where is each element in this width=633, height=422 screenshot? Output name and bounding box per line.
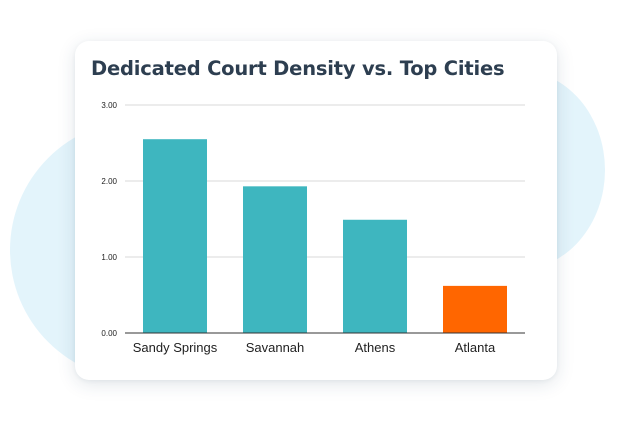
chart-title: Dedicated Court Density vs. Top Cities (91, 57, 505, 80)
y-tick-label: 2.00 (101, 177, 117, 186)
bar-chart: 0.00 1.00 2.00 3.00 Sandy Springs Savannah Ath… (101, 101, 525, 355)
x-tick-label: Atlanta (455, 340, 496, 355)
x-tick-label: Sandy Springs (133, 340, 218, 355)
bar (343, 219, 407, 333)
x-tick-label: Athens (355, 340, 396, 355)
bar (443, 285, 507, 333)
chart-card: Dedicated Court Density vs. Top Cities 0… (75, 41, 557, 380)
bar (143, 139, 207, 333)
y-tick-label: 1.00 (101, 253, 117, 262)
bar (243, 186, 307, 333)
y-tick-label: 3.00 (101, 101, 117, 110)
x-tick-label: Savannah (246, 340, 305, 355)
y-tick-label: 0.00 (101, 329, 117, 338)
